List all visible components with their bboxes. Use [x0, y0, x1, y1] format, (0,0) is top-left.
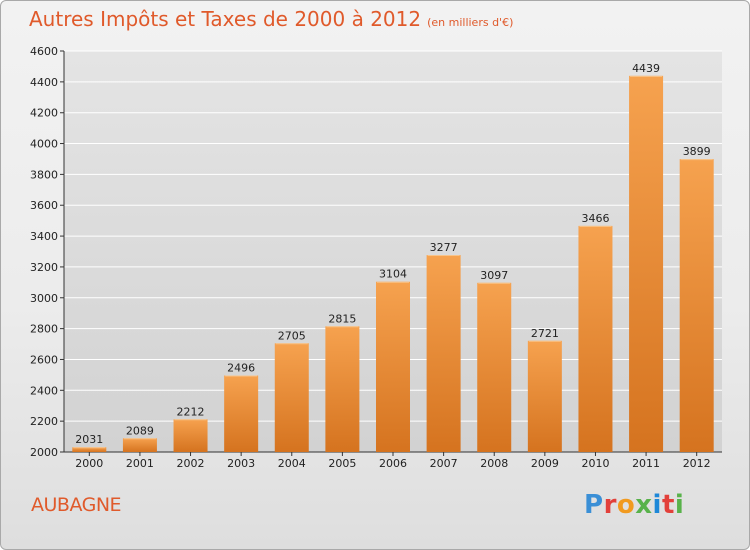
logo-letter: i — [674, 490, 685, 520]
data-label: 3899 — [683, 145, 711, 158]
bar — [72, 447, 107, 452]
data-label: 3466 — [581, 212, 609, 225]
bar — [224, 375, 259, 452]
bar — [376, 281, 410, 452]
bar — [173, 419, 208, 452]
y-tick-label: 4200 — [30, 107, 58, 120]
logo-letter: x — [635, 490, 653, 520]
bar — [477, 282, 512, 452]
chart-title: Autres Impôts et Taxes de 2000 à 2012 (en… — [29, 7, 513, 31]
x-tick-label: 2012 — [683, 457, 711, 470]
data-label: 2721 — [531, 327, 559, 340]
logo-letter: o — [616, 490, 636, 520]
x-tick-label: 2001 — [126, 457, 154, 470]
bar-chart: 2000 2200 2400 2600 2800 3000 3200 3400 3600 3800… — [30, 45, 722, 470]
logo-letter: t — [661, 490, 675, 520]
logo-letter: r — [603, 490, 617, 520]
x-tick-label: 2005 — [328, 457, 356, 470]
x-tick-label: 2002 — [177, 457, 205, 470]
y-tick-label: 3200 — [30, 261, 58, 274]
y-tick-label: 3600 — [30, 199, 58, 212]
x-tick-label: 2003 — [227, 457, 255, 470]
bar — [578, 225, 613, 452]
data-label: 3277 — [430, 241, 458, 254]
logo-letter: P — [584, 490, 604, 520]
x-tick-label: 2010 — [581, 457, 609, 470]
data-label: 2815 — [328, 312, 356, 325]
x-tick-label: 2008 — [480, 457, 508, 470]
x-tick-label: 2000 — [75, 457, 103, 470]
y-tick-label: 4400 — [30, 76, 58, 89]
chart-subtitle: (en milliers d'€) — [427, 16, 514, 29]
y-tick-label: 3400 — [30, 230, 58, 243]
bar — [325, 326, 360, 452]
x-tick-label: 2004 — [278, 457, 306, 470]
logo-letter: i — [652, 490, 662, 520]
x-tick-label: 2011 — [632, 457, 660, 470]
data-label: 2705 — [278, 329, 306, 342]
data-label: 2212 — [177, 405, 205, 418]
bar — [679, 159, 714, 452]
chart-title-text: Autres Impôts et Taxes de 2000 à 2012 — [29, 7, 422, 31]
data-label: 4439 — [632, 62, 660, 75]
y-tick-label: 2200 — [30, 415, 58, 428]
y-tick-label: 2600 — [30, 353, 58, 366]
bar — [527, 340, 562, 452]
data-label: 3097 — [480, 269, 508, 282]
y-tick-label: 3000 — [30, 292, 58, 305]
data-label: 3104 — [379, 268, 407, 281]
x-tick-label: 2009 — [531, 457, 559, 470]
y-tick-label: 2400 — [30, 384, 58, 397]
proxiti-logo[interactable]: Proxiti — [584, 490, 684, 520]
bar — [629, 75, 664, 453]
x-tick-label: 2006 — [379, 457, 407, 470]
y-tick-label: 2800 — [30, 323, 58, 336]
bar — [426, 255, 461, 452]
y-tick-label: 2000 — [30, 446, 58, 459]
bar — [274, 343, 309, 452]
data-label: 2031 — [75, 433, 103, 446]
x-tick-label: 2007 — [430, 457, 458, 470]
bar — [122, 438, 157, 452]
y-tick-label: 4600 — [30, 45, 58, 58]
y-tick-label: 4000 — [30, 138, 58, 151]
city-name: AUBAGNE — [31, 494, 122, 516]
y-tick-label: 3800 — [30, 168, 58, 181]
data-label: 2089 — [126, 424, 154, 437]
data-label: 2496 — [227, 362, 255, 375]
